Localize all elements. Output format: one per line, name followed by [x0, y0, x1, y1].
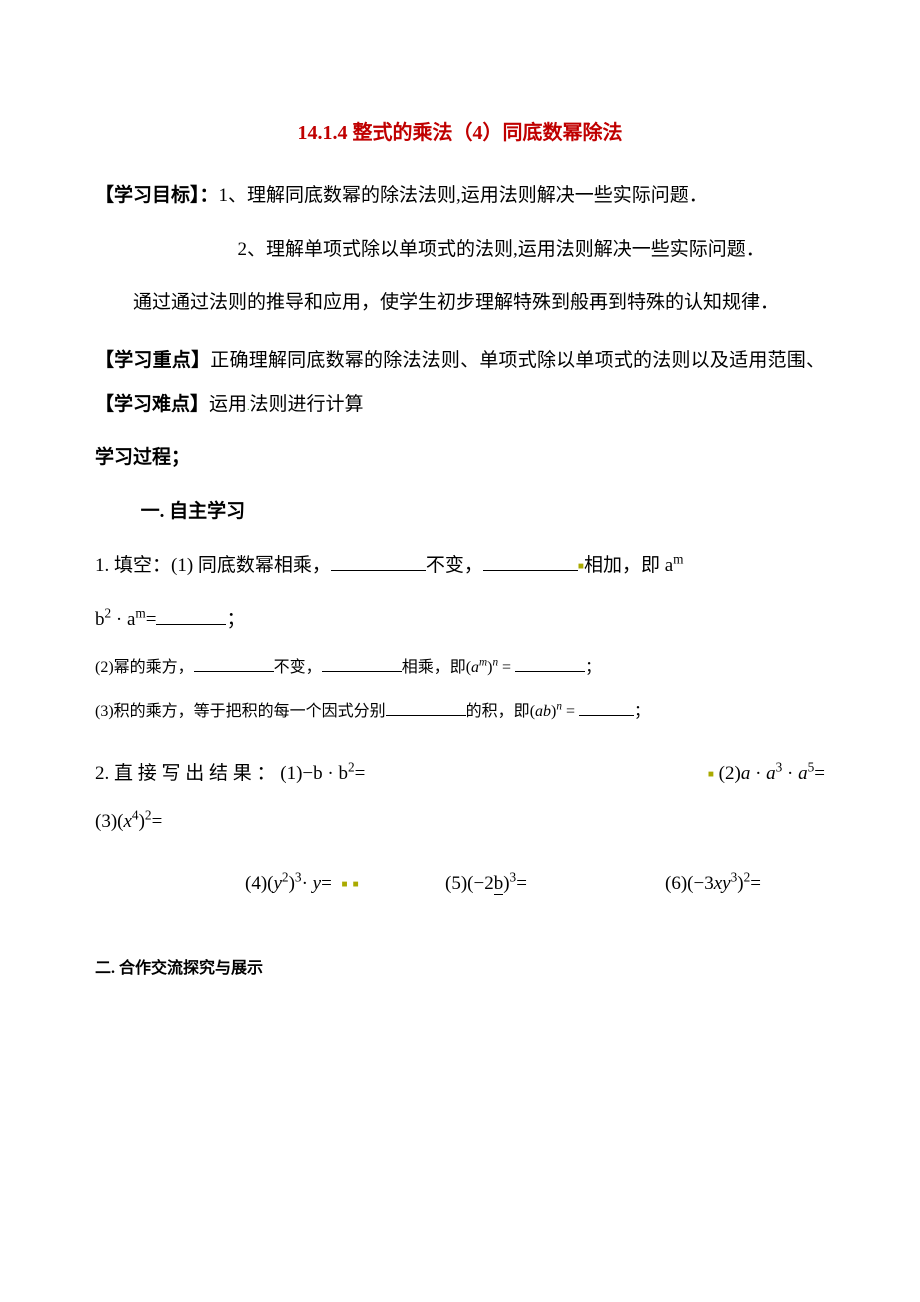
q1c-lead: (3)积的乘方，等于把积的每一个因式分别	[95, 703, 386, 720]
q1c-eq: =	[562, 703, 579, 720]
objectives-label: 【学习目标】：	[95, 185, 219, 206]
q1-dot-am: · a	[116, 609, 136, 630]
q2-row-2: (4)(y2)3· y= ■ ■ (5)(−2b)3= (6)(−3xy3)2=	[95, 862, 825, 906]
q1b-line: (2)幂的乘方， 不变， 相乘，即(am)n = ；	[95, 651, 825, 685]
q2-p5: (5)(−2b)3=	[445, 862, 665, 906]
blank-7	[386, 699, 466, 716]
blank-3	[156, 605, 226, 625]
q2-p1: (1)−b · b2=	[280, 763, 365, 784]
q2-row-1: 2. 直 接 写 出 结 果 ： (1)−b · b2= ■ (2)a · a3…	[95, 752, 825, 796]
q2-p4-expr: (4)(y2)3· y=	[245, 873, 332, 894]
q1b-lead: (2)幂的乘方，	[95, 659, 194, 676]
q1-mid2: 相加，即 am	[584, 555, 684, 576]
blank-4	[194, 655, 274, 672]
q1-line1: 1. 填空：(1) 同底数幂相乘，不变，■相加，即 am	[95, 544, 825, 588]
q2-p3-expr: (3)(x4)2=	[95, 811, 162, 832]
process-label: 学习过程；	[95, 436, 825, 480]
page-title: 14.1.4 整式的乘法（4）同底数幂除法	[95, 110, 825, 156]
objectives-para-2: 2、理解单项式除以单项式的法则,运用法则解决一些实际问题．	[95, 228, 825, 272]
q1-eq: =	[146, 609, 157, 630]
keypoint-label-1: 【学习重点】	[95, 350, 210, 371]
q2-p5-expr: (5)(−2b)3=	[445, 873, 527, 894]
q2-lead: 2. 直 接 写 出 结 果 ：	[95, 763, 276, 784]
q2-lead-and-p1: 2. 直 接 写 出 结 果 ： (1)−b · b2=	[95, 752, 365, 796]
q1b-eq: =	[498, 659, 515, 676]
q2-p2: ■ (2)a · a3 · a5=	[708, 752, 825, 796]
keypoint-text-2: 运用.法则进行计算	[209, 394, 364, 415]
q1c-tail: ；	[634, 703, 650, 720]
objectives-item-1: 1、理解同底数幂的除法法则,运用法则解决一些实际问题．	[219, 185, 708, 206]
q2-p6-expr: (6)(−3xy3)2=	[665, 873, 761, 894]
q1b-expr: (am)n	[466, 659, 498, 676]
q2-p6: (6)(−3xy3)2=	[665, 862, 761, 906]
marker-icon-3: ■ ■	[337, 879, 359, 890]
q1-sup-m2: m	[135, 605, 145, 620]
q2-p3: (3)(x4)2=	[95, 800, 825, 844]
q1c-line: (3)积的乘方，等于把积的每一个因式分别 的积，即(ab)n = ；	[95, 695, 825, 729]
q1-tail: ；	[226, 609, 245, 630]
keypoint-text-1: 正确理解同底数幂的除法法则、单项式除以单项式的法则以及适用范围、	[210, 350, 825, 371]
section-1-heading: 一. 自主学习	[95, 490, 825, 534]
keypoint-para: 【学习重点】正确理解同底数幂的除法法则、单项式除以单项式的法则以及适用范围、【学…	[95, 339, 825, 426]
blank-8	[579, 699, 634, 716]
objectives-para-3: 通过通过法则的推导和应用，使学生初步理解特殊到般再到特殊的认知规律．	[95, 281, 825, 325]
marker-icon-2: ■	[708, 770, 714, 781]
page: 14.1.4 整式的乘法（4）同底数幂除法 【学习目标】：1、理解同底数幂的除法…	[0, 0, 920, 1302]
keypoint-label-2: 【学习难点】	[95, 394, 209, 415]
blank-2	[483, 551, 578, 571]
blank-1	[331, 551, 426, 571]
q1b-tail: ；	[585, 659, 601, 676]
q1c-mid: 的积，即	[466, 703, 530, 720]
q1-b: b	[95, 609, 105, 630]
q1-line2: b2 · am= ；	[95, 598, 825, 642]
q1-mid1: 不变，	[426, 555, 483, 576]
q1-sup-m: m	[673, 551, 683, 566]
q2-p2-expr: (2)a · a3 · a5=	[719, 763, 825, 784]
q1b-mid1: 不变，	[274, 659, 322, 676]
objectives-item-2: 2、理解单项式除以单项式的法则,运用法则解决一些实际问题．	[152, 239, 765, 260]
objectives-item-3: 通过通过法则的推导和应用，使学生初步理解特殊到般再到特殊的认知规律．	[133, 292, 779, 313]
q1b-mid2: 相乘，即	[402, 659, 466, 676]
blank-5	[322, 655, 402, 672]
q1-lead: 1. 填空：(1) 同底数幂相乘，	[95, 555, 331, 576]
objectives-para-1: 【学习目标】：1、理解同底数幂的除法法则,运用法则解决一些实际问题．	[95, 174, 825, 218]
section-2-heading: 二. 合作交流探究与展示	[95, 951, 825, 988]
q2-p4: (4)(y2)3· y= ■ ■	[245, 862, 445, 906]
q1c-expr: (ab)n	[530, 703, 562, 720]
q1-sup2: 2	[105, 605, 112, 620]
blank-6	[515, 655, 585, 672]
